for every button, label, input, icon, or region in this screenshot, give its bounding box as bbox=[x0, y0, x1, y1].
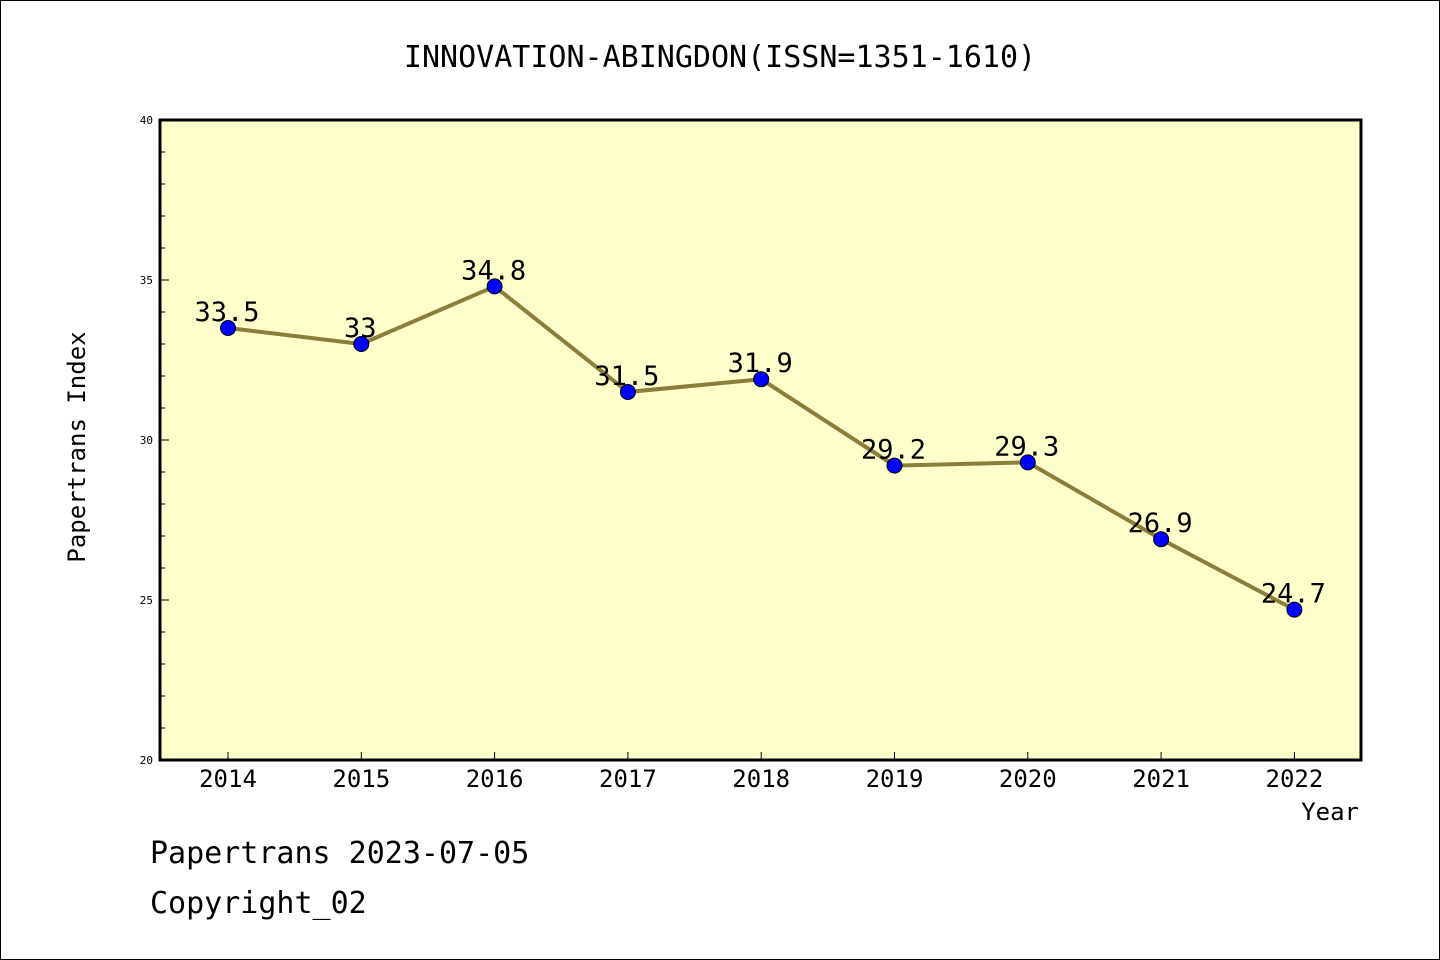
x-axis-ticks: 2014 2015 2016 2017 2018 2019 2020 2021 2022 bbox=[199, 752, 1323, 793]
data-point bbox=[1153, 531, 1170, 548]
y-tick-label: 35 bbox=[140, 274, 153, 287]
x-tick-label: 2019 bbox=[866, 765, 924, 793]
data-point bbox=[220, 320, 236, 336]
x-tick-label: 2015 bbox=[332, 765, 390, 793]
data-point bbox=[886, 457, 903, 474]
data-label: 33 bbox=[344, 313, 377, 344]
y-axis-label: Papertrans Index bbox=[63, 331, 91, 562]
series-group: 33.5 33 34.8 31.5 31.9 29.2 29.3 26.9 24.7 bbox=[194, 255, 1326, 618]
data-label: 26.9 bbox=[1128, 508, 1193, 539]
x-tick-label: 2022 bbox=[1266, 765, 1324, 793]
x-tick-label: 2020 bbox=[999, 765, 1057, 793]
data-point bbox=[753, 371, 770, 388]
y-tick-label: 40 bbox=[140, 114, 153, 127]
x-tick-label: 2018 bbox=[732, 765, 790, 793]
x-tick-label: 2017 bbox=[599, 765, 657, 793]
data-point bbox=[353, 336, 370, 352]
data-point bbox=[486, 278, 503, 295]
y-tick-label: 30 bbox=[140, 434, 153, 447]
y-axis-ticks: 20 25 30 35 40 bbox=[140, 114, 169, 767]
data-point bbox=[1286, 601, 1303, 618]
data-label: 33.5 bbox=[194, 297, 259, 328]
y-tick-label: 20 bbox=[140, 754, 153, 767]
data-label: 34.8 bbox=[461, 255, 526, 286]
plot-area bbox=[158, 118, 1363, 762]
chart-title: INNOVATION-ABINGDON(ISSN=1351-1610) bbox=[404, 40, 1036, 75]
data-label: 31.5 bbox=[594, 361, 659, 392]
footer-date-text: Papertrans 2023-07-05 bbox=[150, 836, 530, 871]
x-tick-label: 2016 bbox=[466, 765, 524, 793]
x-tick-label: 2021 bbox=[1132, 765, 1190, 793]
data-point bbox=[619, 384, 636, 400]
x-axis-label: Year bbox=[1301, 798, 1359, 826]
x-tick-label: 2014 bbox=[199, 765, 257, 793]
data-label: 29.2 bbox=[861, 435, 926, 466]
footer-copyright-text: Copyright_02 bbox=[150, 886, 367, 921]
data-label: 29.3 bbox=[994, 431, 1059, 462]
data-label: 24.7 bbox=[1261, 579, 1326, 610]
data-label: 31.9 bbox=[728, 348, 793, 379]
y-tick-label: 25 bbox=[140, 594, 153, 607]
data-point bbox=[1019, 454, 1036, 471]
